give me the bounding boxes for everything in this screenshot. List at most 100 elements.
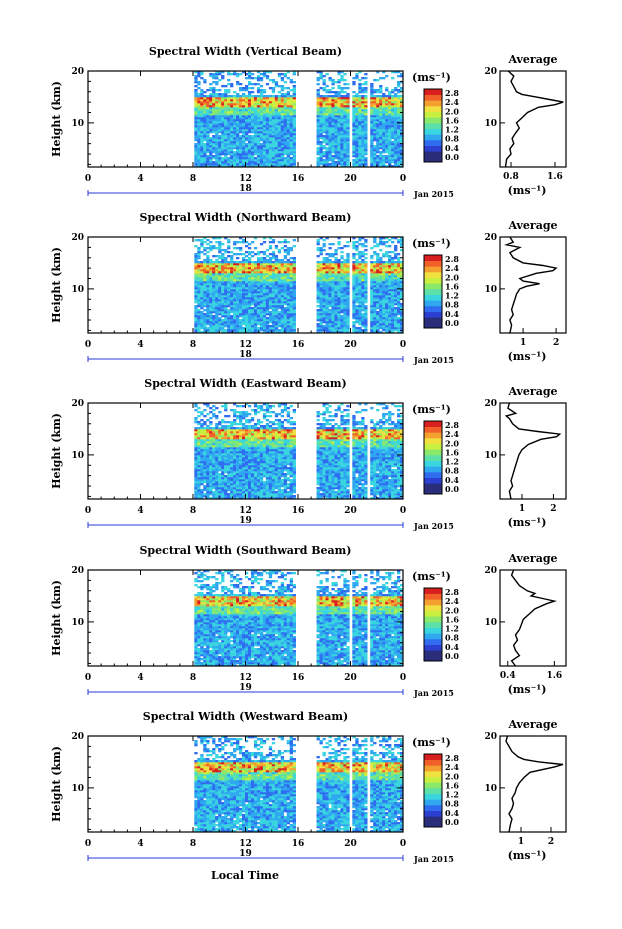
heatmap-cell bbox=[343, 121, 347, 124]
heatmap-cell bbox=[280, 111, 285, 114]
heatmap-cell bbox=[358, 105, 362, 108]
heatmap-cell bbox=[394, 267, 398, 270]
heatmap-cell bbox=[230, 327, 234, 330]
heatmap-cell bbox=[236, 99, 240, 102]
heatmap-cell bbox=[394, 269, 398, 272]
heatmap-cell bbox=[209, 275, 213, 278]
heatmap-cell bbox=[292, 317, 296, 320]
heatmap-cell bbox=[206, 107, 210, 110]
heatmap-cell bbox=[382, 119, 386, 122]
heatmap-cell bbox=[236, 313, 240, 316]
heatmap-cell bbox=[352, 275, 356, 278]
heatmap-cell bbox=[331, 307, 335, 310]
heatmap-cell bbox=[224, 121, 228, 124]
heatmap-cell bbox=[286, 249, 291, 252]
heatmap-cell bbox=[224, 307, 228, 310]
heatmap-cell bbox=[244, 149, 249, 152]
heatmap-cell bbox=[355, 127, 359, 130]
heatmap-cell bbox=[343, 73, 347, 76]
heatmap-cell bbox=[373, 287, 377, 290]
heatmap-cell bbox=[376, 113, 380, 116]
heatmap-cell bbox=[352, 119, 356, 122]
heatmap-cell bbox=[277, 139, 282, 142]
heatmap-cell bbox=[355, 289, 359, 292]
heatmap-cell bbox=[194, 151, 198, 154]
heatmap-cell bbox=[197, 273, 201, 276]
heatmap-cell bbox=[385, 89, 389, 92]
colorbar-tick-label: 0.0 bbox=[445, 152, 459, 162]
heatmap-cell bbox=[262, 311, 267, 314]
heatmap-cell bbox=[233, 319, 237, 322]
heatmap-cell bbox=[262, 289, 267, 292]
heatmap-cell bbox=[242, 107, 246, 110]
heatmap-cell bbox=[397, 163, 401, 166]
heatmap-cell bbox=[277, 129, 282, 132]
average-x-axis-label: (ms⁻¹) bbox=[508, 184, 547, 197]
heatmap-cell bbox=[212, 311, 216, 314]
average-title: Average bbox=[507, 53, 557, 66]
heatmap-cell bbox=[203, 249, 207, 252]
heatmap-cell bbox=[209, 329, 213, 332]
heatmap-cell bbox=[292, 301, 296, 304]
heatmap-cell bbox=[358, 289, 362, 292]
heatmap-cell bbox=[361, 115, 365, 118]
heatmap-cell bbox=[239, 119, 243, 122]
heatmap-cell bbox=[283, 165, 288, 168]
heatmap-cell bbox=[239, 145, 243, 148]
heatmap-cell bbox=[340, 77, 344, 80]
heatmap-cell bbox=[289, 163, 293, 166]
heatmap-cell bbox=[286, 251, 291, 254]
heatmap-cell bbox=[268, 163, 273, 166]
heatmap-cell bbox=[379, 165, 383, 168]
heatmap-cell bbox=[337, 149, 341, 152]
heatmap-cell bbox=[286, 109, 291, 112]
heatmap-cell bbox=[319, 123, 323, 126]
heatmap-cell bbox=[283, 159, 288, 162]
heatmap-cell bbox=[289, 319, 293, 322]
heatmap-cell bbox=[283, 143, 288, 146]
heatmap-cell bbox=[334, 331, 338, 334]
heatmap-cell bbox=[385, 97, 389, 100]
heatmap-cell bbox=[206, 115, 210, 118]
heatmap-cell bbox=[343, 273, 347, 276]
heatmap-cell bbox=[325, 109, 329, 112]
heatmap-cell bbox=[200, 151, 204, 154]
heatmap-cell bbox=[397, 103, 401, 106]
heatmap-cell bbox=[316, 71, 320, 74]
heatmap-cell bbox=[343, 291, 347, 294]
heatmap-cell bbox=[212, 111, 216, 114]
heatmap-cell bbox=[391, 129, 395, 132]
heatmap-cell bbox=[218, 113, 222, 116]
heatmap-cell bbox=[334, 305, 338, 308]
heatmap-cell bbox=[212, 291, 216, 294]
heatmap-cell bbox=[268, 237, 273, 240]
heatmap-cell bbox=[277, 159, 282, 162]
heatmap-cell bbox=[218, 97, 222, 100]
heatmap-cell bbox=[244, 325, 249, 328]
heatmap-cell bbox=[379, 267, 383, 270]
heatmap-cell bbox=[247, 307, 252, 310]
heatmap-cell bbox=[221, 99, 225, 102]
heatmap-cell bbox=[376, 245, 380, 248]
heatmap-cell bbox=[331, 309, 335, 312]
heatmap-cell bbox=[361, 313, 365, 316]
heatmap-cell bbox=[334, 275, 338, 278]
heatmap-cell bbox=[322, 329, 326, 332]
heatmap-cell bbox=[391, 241, 395, 244]
heatmap-cell bbox=[316, 269, 320, 272]
heatmap-cell bbox=[283, 291, 288, 294]
heatmap-cell bbox=[233, 161, 237, 164]
heatmap-cell bbox=[215, 107, 219, 110]
heatmap-cell bbox=[358, 135, 362, 138]
colorbar-swatch bbox=[424, 134, 442, 141]
heatmap-cell bbox=[209, 299, 213, 302]
heatmap-cell bbox=[197, 141, 201, 144]
heatmap-cell bbox=[343, 109, 347, 112]
heatmap-cell bbox=[364, 307, 368, 310]
heatmap-cell bbox=[242, 317, 246, 320]
heatmap-cell bbox=[400, 147, 404, 150]
heatmap-cell bbox=[358, 263, 362, 266]
heatmap-cell bbox=[379, 109, 383, 112]
heatmap-cell bbox=[197, 135, 201, 138]
heatmap-cell bbox=[283, 317, 288, 320]
